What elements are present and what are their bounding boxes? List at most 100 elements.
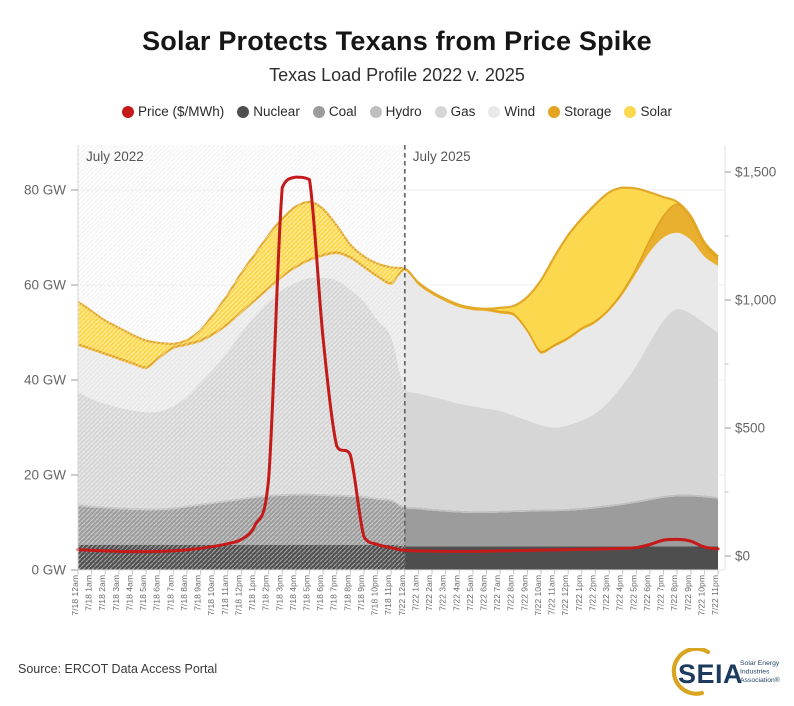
legend-swatch xyxy=(312,105,325,118)
price-line xyxy=(76,175,720,554)
right-axis-label: $1,000 xyxy=(735,293,776,308)
legend-swatch xyxy=(434,105,447,118)
x-tick-label: 7/18 10am xyxy=(206,575,216,616)
right-axis-label: $500 xyxy=(735,421,765,436)
legend-item-coal: Coal xyxy=(312,104,357,119)
x-tick-label: 7/18 7am xyxy=(165,575,175,611)
x-tick-label: 7/18 3pm xyxy=(274,575,284,611)
legend-item-hydro: Hydro xyxy=(369,104,422,119)
source-note: Source: ERCOT Data Access Portal xyxy=(18,662,218,676)
legend-label: Nuclear xyxy=(253,104,300,119)
legend-swatch xyxy=(369,105,382,118)
legend-label: Gas xyxy=(450,104,476,119)
x-tick-label: 7/22 2am xyxy=(424,575,434,611)
right-axis-label: $0 xyxy=(735,549,750,564)
x-tick-label: 7/18 9am xyxy=(193,575,203,611)
x-tick-label: 7/22 1pm xyxy=(574,575,584,611)
legend-label: Hydro xyxy=(385,104,422,119)
x-tick-label: 7/22 5pm xyxy=(628,575,638,611)
logo-tagline-line: Industries xyxy=(740,669,770,676)
x-tick-label: 7/18 4am xyxy=(125,575,135,611)
x-tick-label: 7/18 12am xyxy=(70,575,80,616)
legend-item-wind: Wind xyxy=(488,104,535,119)
x-tick-label: 7/22 10pm xyxy=(696,575,706,616)
left-axis-label: 40 GW xyxy=(24,373,66,388)
hatch-overlay-2022 xyxy=(78,145,405,570)
x-tick-label: 7/22 4pm xyxy=(615,575,625,611)
x-tick-label: 7/22 1am xyxy=(410,575,420,611)
x-tick-label: 7/18 3am xyxy=(111,575,121,611)
x-tick-label: 7/18 8pm xyxy=(342,575,352,611)
axes: 0 GW 20 GW 40 GW 60 GW 80 GW $0 $500 $1,000 $1,5… xyxy=(24,145,776,616)
logo-tagline-line: Solar Energy xyxy=(740,660,780,667)
legend-item-solar: Solar xyxy=(624,104,672,119)
x-tick-label: 7/22 4am xyxy=(451,575,461,611)
x-tick-label: 7/22 7am xyxy=(492,575,502,611)
x-tick-label: 7/22 3am xyxy=(438,575,448,611)
annotation-july-2025: July 2025 xyxy=(413,149,471,164)
legend-label: Price ($/MWh) xyxy=(138,104,225,119)
x-tick-label: 7/18 6pm xyxy=(315,575,325,611)
x-tick-label: 7/18 12pm xyxy=(233,575,243,616)
chart-legend: Price ($/MWh) Nuclear Coal Hydro Gas Wind Stor… xyxy=(0,104,794,119)
legend-label: Solar xyxy=(640,104,672,119)
x-tick-label: 7/18 7pm xyxy=(329,575,339,611)
x-tick-label: 7/22 9am xyxy=(519,575,529,611)
x-tick-label: 7/22 2pm xyxy=(587,575,597,611)
page-subtitle: Texas Load Profile 2022 v. 2025 xyxy=(269,65,525,85)
legend-label: Coal xyxy=(328,104,357,119)
annotation-july-2022: July 2022 xyxy=(86,149,144,164)
legend-item-storage: Storage xyxy=(548,104,611,119)
left-axis-label: 0 GW xyxy=(31,563,66,578)
x-tick-label: 7/18 11am xyxy=(220,575,230,615)
legend-swatch xyxy=(122,105,135,118)
logo-tagline-line: Association® xyxy=(740,676,780,684)
x-tick-label: 7/18 2am xyxy=(97,575,107,611)
legend-label: Storage xyxy=(564,104,612,119)
left-axis-label: 80 GW xyxy=(24,183,66,198)
x-tick-label: 7/18 11pm xyxy=(383,575,393,615)
chart-header: Solar Protects Texans from Price Spike T… xyxy=(0,0,794,86)
x-tick-label: 7/22 10am xyxy=(533,575,543,616)
x-tick-label: 7/22 6am xyxy=(479,575,489,611)
left-axis-label: 20 GW xyxy=(24,468,66,483)
x-tick-label: 7/18 1pm xyxy=(247,575,257,611)
legend-swatch xyxy=(237,105,250,118)
x-tick-label: 7/18 6am xyxy=(152,575,162,611)
x-tick-label: 7/22 12am xyxy=(397,575,407,616)
legend-label: Wind xyxy=(504,104,536,119)
x-tick-label: 7/18 10pm xyxy=(370,575,380,616)
x-tick-label: 7/22 5am xyxy=(465,575,475,611)
x-tick-label: 7/18 2pm xyxy=(261,575,271,611)
x-tick-label: 7/18 4pm xyxy=(288,575,298,611)
legend-item-gas: Gas xyxy=(434,104,476,119)
x-tick-label: 7/18 1am xyxy=(84,575,94,611)
x-tick-label: 7/22 9pm xyxy=(683,575,693,611)
page-title: Solar Protects Texans from Price Spike xyxy=(142,26,652,56)
legend-item-price-mwh: Price ($/MWh) xyxy=(122,104,224,119)
area-solar xyxy=(78,187,718,368)
x-tick-label: 7/22 12pm xyxy=(560,575,570,616)
x-tick-label: 7/22 8am xyxy=(506,575,516,611)
x-tick-label: 7/22 6pm xyxy=(642,575,652,611)
x-tick-label: 7/18 5am xyxy=(138,575,148,611)
x-tick-label: 7/22 11am xyxy=(547,575,557,615)
legend-item-nuclear: Nuclear xyxy=(237,104,300,119)
x-tick-label: 7/22 3pm xyxy=(601,575,611,611)
left-axis-label: 60 GW xyxy=(24,278,66,293)
x-tick-label: 7/22 11pm xyxy=(710,575,720,615)
logo-arc xyxy=(671,648,711,696)
x-tick-label: 7/18 5pm xyxy=(302,575,312,611)
legend-swatch xyxy=(548,105,561,118)
x-tick-label: 7/22 8pm xyxy=(669,575,679,611)
legend-swatch xyxy=(624,105,637,118)
x-tick-label: 7/18 8am xyxy=(179,575,189,611)
x-tick-label: 7/18 9pm xyxy=(356,575,366,611)
x-tick-label: 7/22 7pm xyxy=(656,575,666,611)
legend-swatch xyxy=(488,105,501,118)
right-axis-label: $1,500 xyxy=(735,165,776,180)
logo-text: SEIA xyxy=(678,659,743,689)
